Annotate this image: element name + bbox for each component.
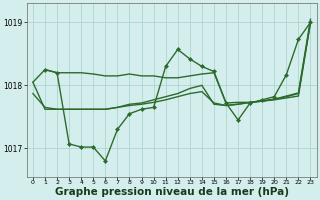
X-axis label: Graphe pression niveau de la mer (hPa): Graphe pression niveau de la mer (hPa): [55, 187, 289, 197]
